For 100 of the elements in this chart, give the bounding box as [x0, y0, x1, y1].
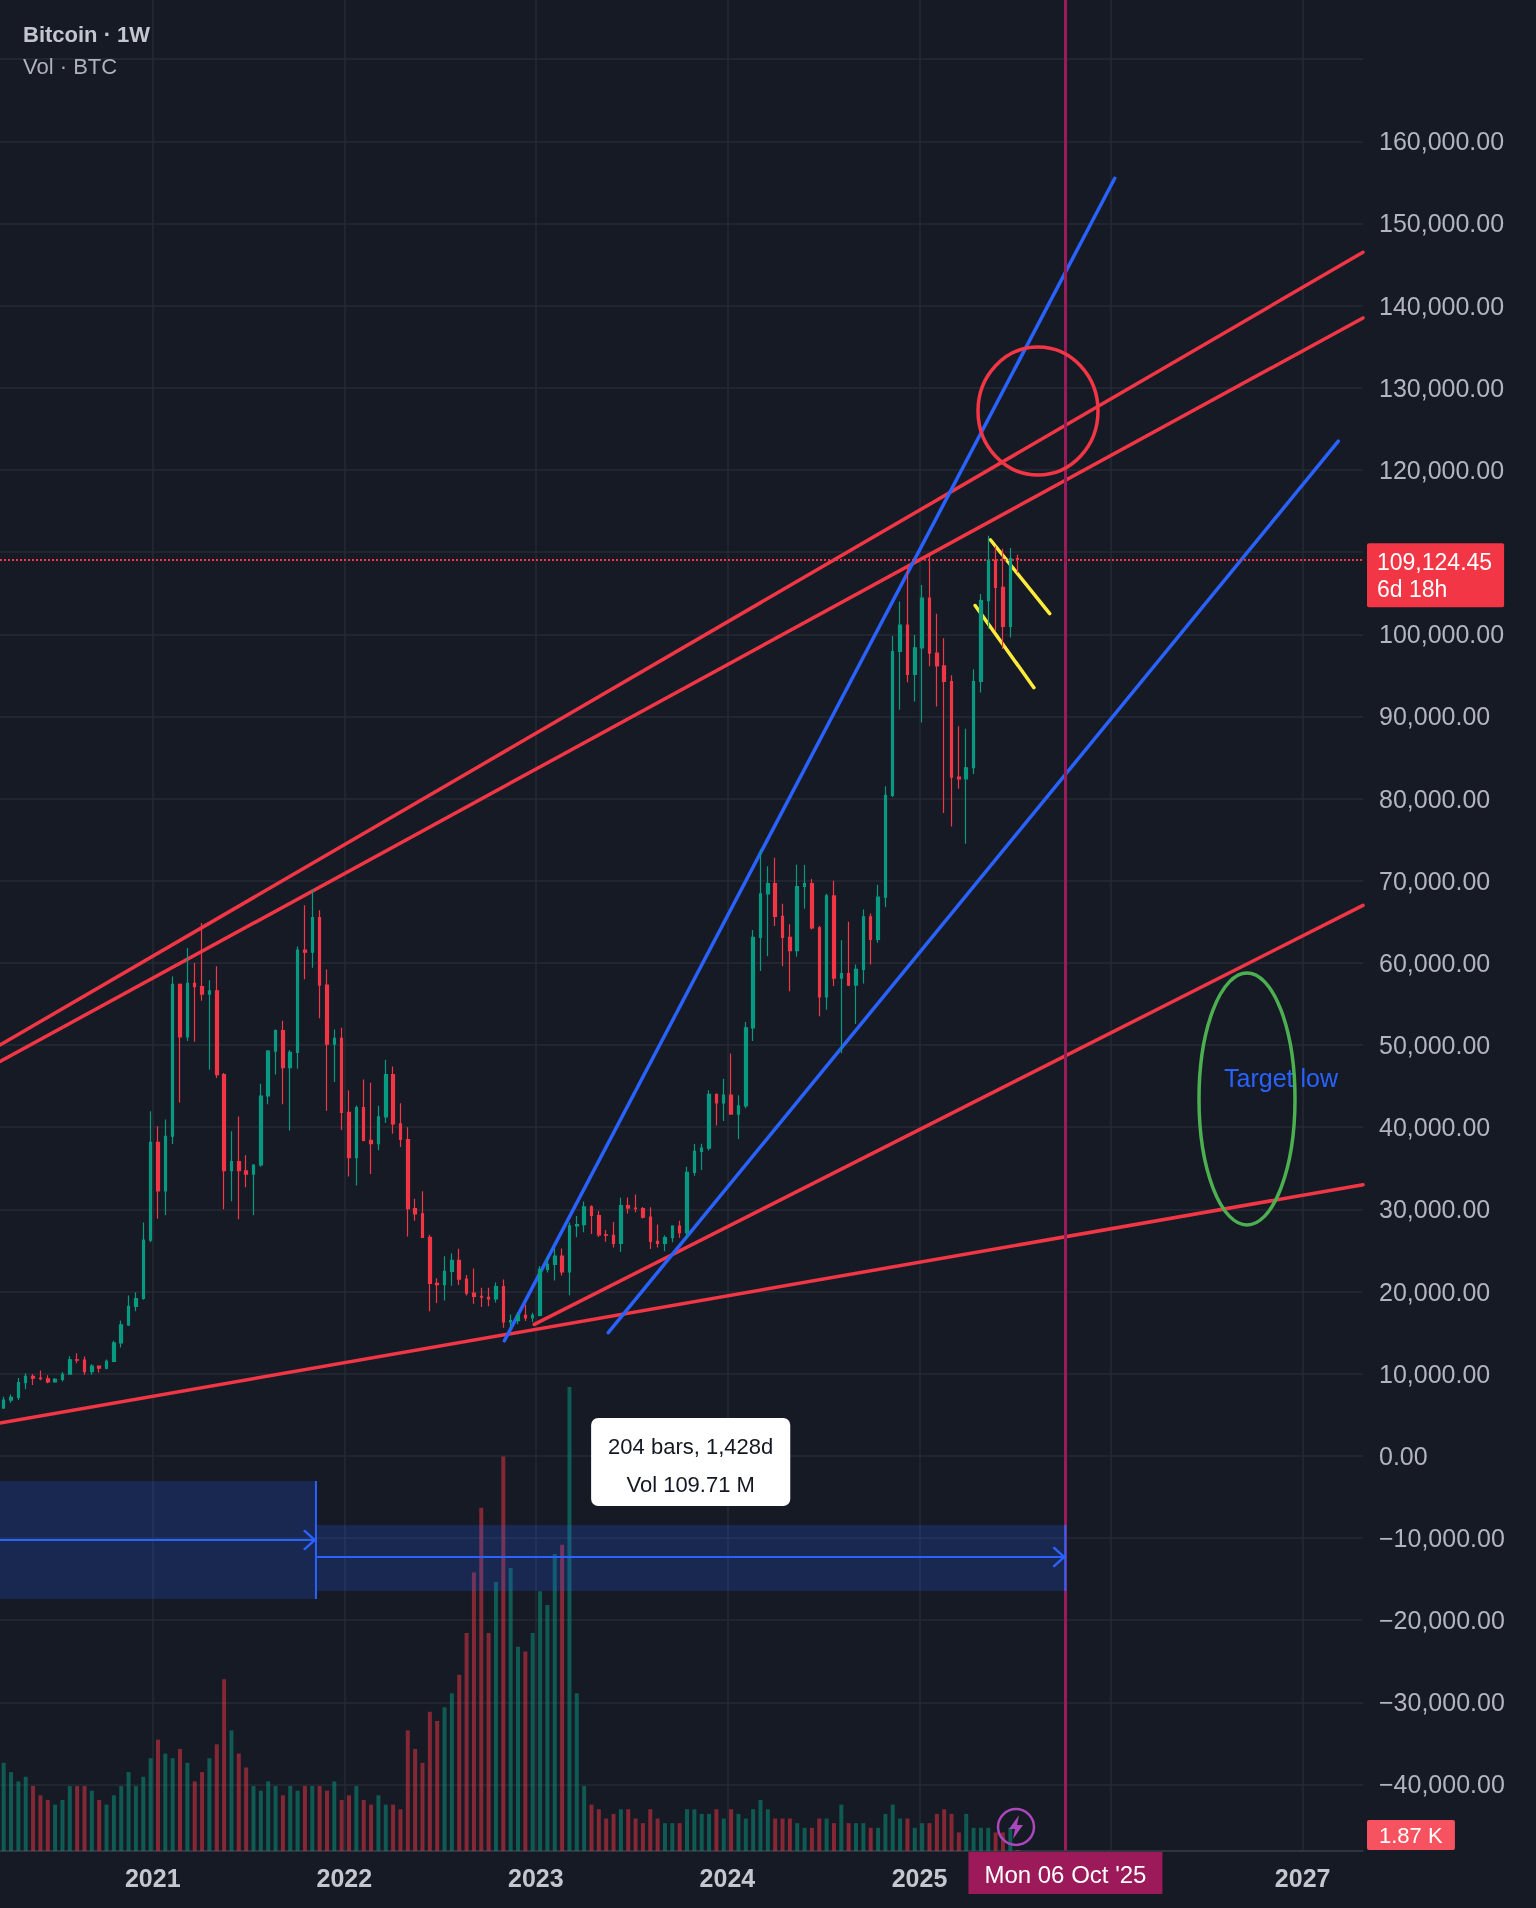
- y-tick-label: −10,000.00: [1379, 1523, 1505, 1552]
- bar: [332, 1781, 337, 1851]
- candlestick: [589, 1204, 594, 1235]
- bar: [200, 1772, 205, 1851]
- candlestick: [265, 1049, 271, 1105]
- candlestick: [640, 1206, 646, 1219]
- y-tick-label: 50,000.00: [1379, 1031, 1491, 1060]
- bar: [633, 1818, 638, 1851]
- bar: [736, 1813, 741, 1851]
- candlestick: [82, 1355, 87, 1376]
- candlestick: [883, 785, 888, 908]
- candlestick: [111, 1340, 117, 1363]
- bar: [67, 1786, 72, 1851]
- candlestick: [67, 1355, 73, 1376]
- bar: [207, 1758, 212, 1851]
- candlestick: [986, 535, 991, 630]
- candlestick: [934, 613, 940, 708]
- candlestick: [229, 1130, 234, 1202]
- y-tick-label: 60,000.00: [1379, 948, 1491, 977]
- bar: [391, 1804, 396, 1851]
- bar: [611, 1813, 616, 1851]
- bar: [817, 1818, 822, 1851]
- bar: [427, 1711, 432, 1851]
- candlestick: [523, 1304, 528, 1322]
- candlestick: [648, 1206, 653, 1250]
- candlestick: [530, 1312, 535, 1323]
- candlestick: [471, 1267, 477, 1305]
- bar: [949, 1813, 954, 1851]
- bar: [16, 1781, 21, 1851]
- bar: [141, 1776, 146, 1851]
- candlestick: [603, 1229, 609, 1243]
- candlestick: [611, 1221, 616, 1249]
- candlestick: [464, 1274, 469, 1297]
- candlestick: [655, 1223, 660, 1249]
- bar: [868, 1827, 873, 1851]
- bar: [192, 1781, 197, 1851]
- y-tick-label: 80,000.00: [1379, 784, 1491, 813]
- candlestick: [185, 947, 190, 1042]
- bar: [302, 1786, 307, 1851]
- candlestick: [721, 1078, 726, 1122]
- bar: [405, 1730, 410, 1851]
- candlestick: [897, 600, 903, 711]
- candlestick: [677, 1220, 682, 1239]
- bar: [876, 1827, 881, 1851]
- candlestick: [861, 908, 866, 985]
- candlestick: [118, 1319, 124, 1348]
- candlestick: [30, 1373, 36, 1386]
- bar: [751, 1809, 756, 1851]
- bar: [883, 1813, 888, 1851]
- y-tick-label: 160,000.00: [1379, 127, 1505, 156]
- candlestick: [890, 635, 895, 798]
- candlestick: [89, 1363, 95, 1376]
- candlestick: [376, 1105, 381, 1151]
- bar: [155, 1739, 160, 1851]
- bar: [170, 1758, 175, 1851]
- x-tick-label: 2023: [508, 1863, 564, 1892]
- bar: [802, 1827, 807, 1851]
- candlestick: [199, 922, 205, 1002]
- x-tick-label: 2027: [1274, 1863, 1331, 1892]
- candlestick: [126, 1295, 131, 1327]
- bar: [420, 1762, 425, 1851]
- y-tick-label: 70,000.00: [1379, 866, 1491, 895]
- candlestick: [545, 1255, 550, 1274]
- candlestick: [941, 637, 947, 814]
- candlestick: [251, 1163, 256, 1216]
- bar: [670, 1823, 675, 1851]
- bar: [280, 1795, 285, 1851]
- candlestick: [74, 1352, 80, 1364]
- bar: [258, 1790, 263, 1851]
- bar: [119, 1786, 124, 1851]
- bar: [707, 1813, 712, 1851]
- candlestick: [493, 1281, 499, 1304]
- candlestick: [618, 1197, 624, 1253]
- candlestick: [868, 912, 873, 966]
- candlestick: [574, 1215, 580, 1238]
- candlestick: [427, 1234, 433, 1312]
- bar: [126, 1772, 131, 1851]
- bar: [677, 1823, 682, 1851]
- bar: [361, 1799, 366, 1851]
- candlestick: [346, 1089, 352, 1178]
- candlestick: [60, 1371, 65, 1383]
- bar: [244, 1767, 249, 1851]
- candlestick: [192, 962, 197, 1043]
- candlestick: [155, 1125, 161, 1220]
- candlestick: [486, 1287, 491, 1307]
- bar: [530, 1632, 535, 1851]
- candlestick: [52, 1377, 58, 1384]
- candlestick: [706, 1089, 712, 1152]
- annotation: Target low: [1224, 1064, 1339, 1092]
- bar: [457, 1674, 462, 1851]
- candlestick: [817, 925, 822, 1017]
- candlestick: [8, 1393, 14, 1404]
- bar: [971, 1827, 976, 1851]
- candlestick: [383, 1059, 389, 1124]
- candlestick: [361, 1078, 366, 1142]
- candlestick: [831, 880, 837, 987]
- candlestick: [537, 1265, 543, 1317]
- bar: [273, 1786, 278, 1851]
- bar: [978, 1827, 983, 1851]
- candlestick: [853, 963, 859, 1025]
